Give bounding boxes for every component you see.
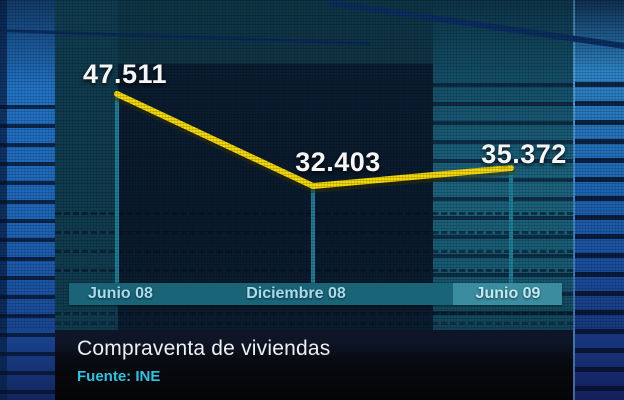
background-left-strip <box>55 0 118 330</box>
left-blue-band <box>0 0 55 400</box>
x-axis-label-diciembre08: Diciembre 08 <box>246 285 346 302</box>
chart-source: Fuente: INE <box>77 368 161 385</box>
x-axis-highlight-junio09 <box>453 283 562 305</box>
value-label-junio08: 47.511 <box>82 59 168 89</box>
footer-bar: Compraventa de viviendas Fuente: INE <box>55 330 573 400</box>
chart-title: Compraventa de viviendas <box>77 337 331 360</box>
right-blue-band <box>573 0 624 400</box>
x-axis-label-junio09: Junio 09 <box>475 285 541 302</box>
value-label-junio09: 35.372 <box>481 139 567 169</box>
value-label-diciembre08: 32.403 <box>295 147 381 177</box>
dashed-row <box>55 312 573 315</box>
x-axis-label-junio08: Junio 08 <box>88 285 153 302</box>
x-axis-bar: Junio 08 Diciembre 08 Junio 09 <box>69 283 562 305</box>
trend-line <box>114 91 514 189</box>
dashed-row <box>55 322 573 325</box>
